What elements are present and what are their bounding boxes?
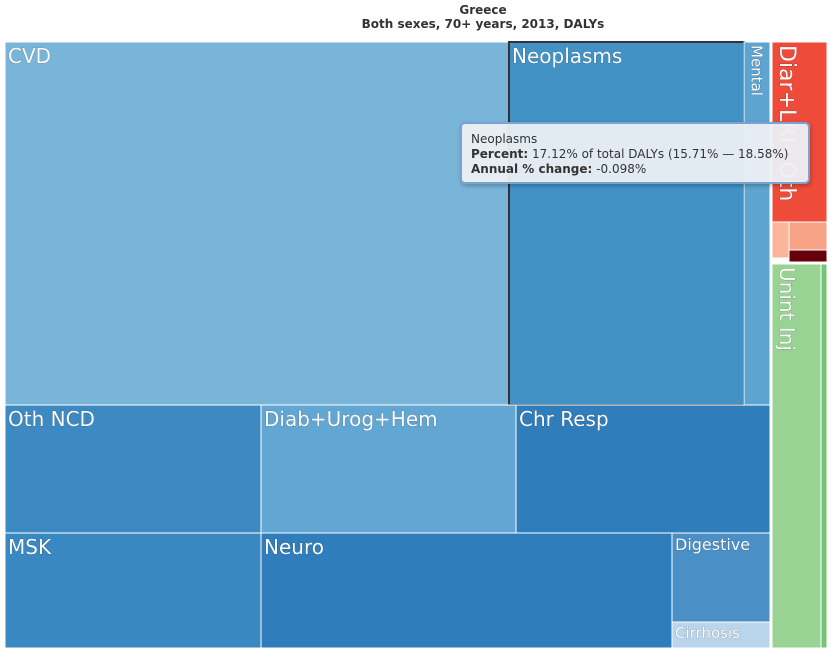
treemap-label-oth-ncd: Oth NCD bbox=[8, 407, 95, 431]
treemap-rect-cell-15[interactable] bbox=[820, 263, 828, 649]
treemap-cell-cirrhosis[interactable]: Cirrhosis bbox=[671, 621, 771, 649]
treemap-label-digestive: Digestive bbox=[675, 535, 750, 554]
treemap-label-unint-inj: Unint Inj bbox=[775, 267, 799, 351]
treemap-rect-msk[interactable] bbox=[4, 532, 262, 649]
treemap-label-mental: Mental bbox=[748, 45, 766, 96]
treemap-label-chr-resp: Chr Resp bbox=[519, 407, 609, 431]
tooltip-change-value: -0.098% bbox=[596, 162, 647, 176]
treemap-rect-chr-resp[interactable] bbox=[515, 404, 771, 534]
tooltip-change-label: Annual % change: bbox=[471, 162, 593, 176]
treemap-cell-mental[interactable]: Mental bbox=[743, 41, 771, 406]
treemap-cell-cell-13[interactable] bbox=[788, 249, 828, 263]
treemap-cell-digestive[interactable]: Digestive bbox=[671, 532, 771, 623]
treemap-label-neoplasms: Neoplasms bbox=[512, 44, 622, 68]
treemap-rect-cell-12[interactable] bbox=[788, 221, 828, 251]
treemap-rect-cell-11[interactable] bbox=[771, 221, 790, 259]
treemap-rect-cvd[interactable] bbox=[4, 41, 510, 406]
treemap-label-cirrhosis: Cirrhosis bbox=[675, 624, 740, 642]
treemap-cell-oth-ncd[interactable]: Oth NCD bbox=[4, 404, 262, 534]
treemap-cell-diab-urog-hem[interactable]: Diab+Urog+Hem bbox=[260, 404, 517, 534]
treemap-label-cvd: CVD bbox=[8, 44, 51, 68]
tooltip-change-row: Annual % change: -0.098% bbox=[471, 162, 808, 177]
tooltip-percent-row: Percent: 17.12% of total DALYs (15.71% —… bbox=[471, 147, 808, 162]
treemap-label-neuro: Neuro bbox=[264, 535, 324, 559]
treemap-rect-oth-ncd[interactable] bbox=[4, 404, 262, 534]
treemap-cell-msk[interactable]: MSK bbox=[4, 532, 262, 649]
treemap-cell-neuro[interactable]: Neuro bbox=[260, 532, 673, 649]
treemap-cell-neoplasms[interactable]: Neoplasms bbox=[508, 41, 745, 406]
treemap-label-diab-urog-hem: Diab+Urog+Hem bbox=[264, 407, 438, 431]
treemap-rect-mental[interactable] bbox=[743, 41, 771, 406]
treemap-cell-cell-12[interactable] bbox=[788, 221, 828, 251]
treemap-rect-unint-inj[interactable] bbox=[771, 263, 822, 649]
treemap-rect-neoplasms[interactable] bbox=[508, 41, 745, 406]
treemap-rect-cell-13[interactable] bbox=[788, 249, 828, 263]
treemap-rect-cirrhosis[interactable] bbox=[671, 621, 771, 649]
tooltip-percent-value: 17.12% of total DALYs (15.71% — 18.58%) bbox=[532, 147, 789, 161]
chart-title: Greece bbox=[459, 3, 507, 17]
treemap-cell-cell-15[interactable] bbox=[820, 263, 828, 649]
treemap-cell-cell-11[interactable] bbox=[771, 221, 790, 259]
treemap-cell-unint-inj[interactable]: Unint Inj bbox=[771, 263, 822, 649]
treemap-label-msk: MSK bbox=[8, 535, 52, 559]
tooltip: Neoplasms Percent: 17.12% of total DALYs… bbox=[460, 122, 810, 184]
treemap-cell-cvd[interactable]: CVD bbox=[4, 41, 510, 406]
treemap-cell-chr-resp[interactable]: Chr Resp bbox=[515, 404, 771, 534]
treemap-rect-digestive[interactable] bbox=[671, 532, 771, 623]
treemap-rect-neuro[interactable] bbox=[260, 532, 673, 649]
chart-subtitle: Both sexes, 70+ years, 2013, DALYs bbox=[361, 17, 605, 31]
tooltip-percent-label: Percent: bbox=[471, 147, 529, 161]
tooltip-cause: Neoplasms bbox=[471, 132, 538, 146]
